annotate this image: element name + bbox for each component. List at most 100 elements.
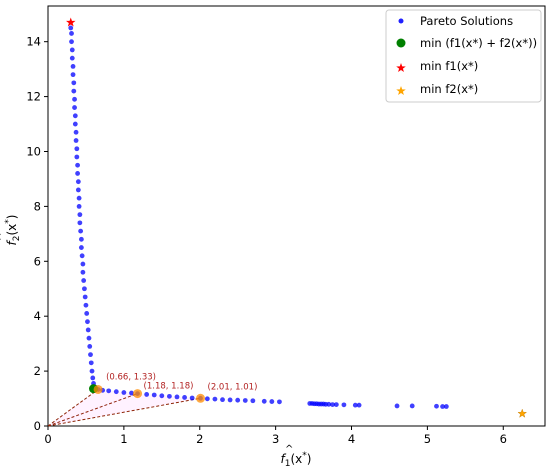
pareto-point — [356, 402, 362, 408]
legend-min-f1-marker — [396, 63, 406, 73]
pareto-point — [77, 212, 83, 218]
pareto-point — [174, 394, 180, 400]
x-tick-label: 1 — [120, 432, 127, 446]
pareto-point — [80, 269, 86, 275]
pareto-point — [85, 327, 91, 333]
min-f1-star — [66, 17, 76, 27]
pareto-point — [330, 402, 335, 407]
pareto-point — [89, 368, 95, 374]
pareto-point — [87, 343, 93, 349]
pareto-point — [326, 401, 332, 407]
pareto-point — [443, 404, 449, 409]
y-axis-label-sup: * — [4, 219, 14, 224]
pareto-point — [261, 398, 267, 404]
pareto-point — [72, 105, 77, 110]
y-tick-label: 0 — [34, 419, 41, 433]
x-axis-label-close: ) — [307, 452, 312, 466]
pareto-point — [106, 388, 112, 394]
y-tick-label: 10 — [26, 144, 41, 158]
x-tick-label: 4 — [348, 432, 355, 446]
pareto-point — [83, 302, 89, 308]
pareto-point — [72, 96, 77, 102]
pareto-point — [68, 25, 74, 31]
origin-lines — [47, 389, 201, 427]
origin-dashed-line — [47, 397, 201, 427]
y-axis-label-sub: 2 — [12, 236, 22, 242]
pareto-point — [75, 171, 80, 176]
pareto-point — [113, 389, 119, 395]
x-axis-label-arg: (x — [290, 452, 302, 466]
pareto-point — [75, 187, 81, 193]
pareto-point — [79, 253, 85, 259]
pareto-point — [75, 179, 81, 185]
annotation-label: (1.18, 1.18) — [144, 382, 194, 392]
y-axis-ticks: 0 2 4 6 8 10 12 14 — [26, 35, 48, 433]
pareto-point — [204, 396, 210, 402]
x-axis-label-sub: 1 — [285, 459, 291, 468]
pareto-point — [70, 63, 76, 69]
pareto-point — [182, 395, 187, 400]
y-axis-label-f: f — [5, 239, 19, 245]
pareto-point — [77, 220, 83, 226]
pareto-point — [78, 245, 84, 250]
legend-min-f2-label: min f2(x*) — [420, 82, 478, 96]
x-axis-label-sup: * — [302, 451, 307, 461]
pareto-point — [82, 286, 87, 292]
pareto-point — [269, 399, 275, 404]
pareto-point — [277, 399, 282, 405]
pareto-point — [151, 392, 157, 398]
pareto-point — [82, 294, 88, 300]
pareto-point — [74, 154, 80, 160]
x-axis-label: f1(x*) — [281, 451, 312, 468]
pareto-point — [85, 319, 90, 325]
x-tick-label: 0 — [44, 432, 51, 446]
pareto-point — [78, 228, 84, 234]
pareto-point — [71, 80, 77, 86]
pareto-point — [69, 55, 75, 61]
origin-dashed-line — [47, 389, 99, 427]
pareto-point — [71, 88, 77, 94]
pareto-points — [68, 25, 449, 409]
pareto-point — [69, 39, 74, 45]
pareto-point — [227, 397, 233, 403]
pareto-point — [73, 129, 79, 135]
pareto-point — [250, 398, 256, 404]
pareto-point — [72, 121, 78, 127]
annotation-shading — [48, 389, 201, 426]
legend: Pareto Solutions min (f1(x*) + f2(x*)) m… — [385, 9, 542, 103]
y-axis-label-arg: (x — [5, 224, 19, 236]
y-tick-label: 6 — [34, 254, 41, 268]
min-f2-star — [517, 408, 528, 418]
pareto-point — [76, 203, 82, 209]
pareto-point — [78, 236, 84, 242]
y-tick-label: 14 — [26, 35, 41, 49]
pareto-point — [394, 403, 400, 409]
legend-min-f2-marker — [396, 86, 406, 96]
x-axis-label-f: f — [281, 452, 287, 466]
x-axis-label-hat: ^ — [285, 444, 293, 455]
pareto-point — [81, 278, 87, 283]
pareto-point — [159, 393, 165, 399]
pareto-point — [129, 390, 134, 396]
pareto-point — [440, 404, 445, 409]
y-axis-label: f2(x*) — [4, 215, 22, 246]
pareto-point — [220, 397, 225, 403]
annotated-point — [133, 389, 143, 399]
pareto-point — [144, 392, 150, 397]
pareto-point — [409, 403, 415, 409]
annotation-label: (2.01, 1.01) — [208, 382, 258, 392]
y-axis-label-close: ) — [5, 215, 19, 220]
pareto-point — [70, 72, 76, 78]
x-tick-label: 2 — [196, 432, 203, 446]
pareto-point — [69, 47, 75, 53]
pareto-point — [434, 403, 439, 409]
pareto-point — [189, 395, 195, 401]
pareto-point — [242, 398, 248, 403]
y-tick-label: 4 — [34, 309, 41, 323]
pareto-point — [352, 402, 358, 408]
pareto-point — [88, 360, 94, 366]
legend-min-sum-marker — [396, 38, 406, 48]
y-tick-label: 2 — [34, 364, 41, 378]
legend-box — [385, 9, 542, 103]
pareto-point — [75, 162, 80, 168]
